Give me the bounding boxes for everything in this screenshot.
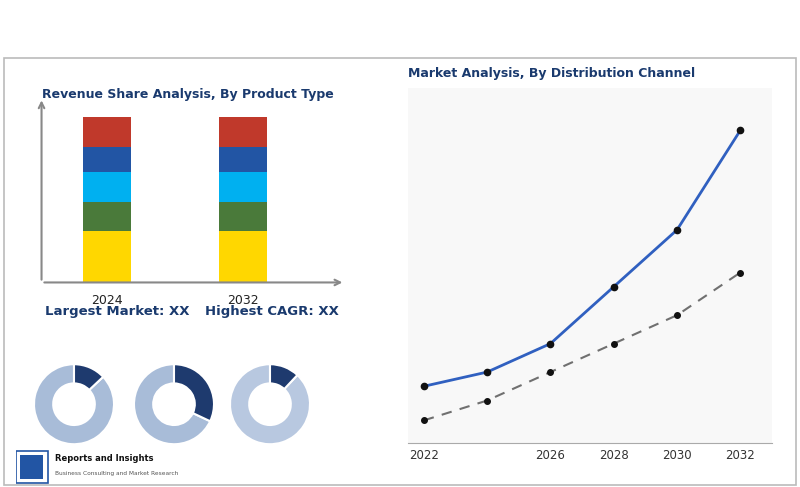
Text: Highest CAGR: XX: Highest CAGR: XX xyxy=(205,305,338,318)
Bar xyxy=(83,147,130,172)
Text: Business Consulting and Market Research: Business Consulting and Market Research xyxy=(54,471,178,476)
Wedge shape xyxy=(74,364,103,390)
Text: 2024: 2024 xyxy=(91,294,122,307)
Text: Market Analysis, By Distribution Channel: Market Analysis, By Distribution Channel xyxy=(408,67,695,79)
Bar xyxy=(83,172,130,202)
Wedge shape xyxy=(174,364,214,421)
Wedge shape xyxy=(34,364,114,444)
Bar xyxy=(83,202,130,231)
Bar xyxy=(83,117,130,147)
FancyBboxPatch shape xyxy=(19,455,43,479)
Text: GLOBAL HANDHELD BARCODE SCANNER MARKET SEGMENT ANALYSIS: GLOBAL HANDHELD BARCODE SCANNER MARKET S… xyxy=(12,21,586,37)
FancyBboxPatch shape xyxy=(16,450,48,483)
Text: Reports and Insights: Reports and Insights xyxy=(54,454,154,463)
Text: 2032: 2032 xyxy=(227,294,259,307)
Bar xyxy=(219,202,267,231)
Bar xyxy=(219,147,267,172)
Bar xyxy=(219,172,267,202)
Text: Largest Market: XX: Largest Market: XX xyxy=(45,305,190,318)
Bar xyxy=(219,117,267,147)
Wedge shape xyxy=(270,364,298,389)
Text: Revenue Share Analysis, By Product Type: Revenue Share Analysis, By Product Type xyxy=(42,88,334,101)
Bar xyxy=(83,231,130,282)
Wedge shape xyxy=(230,364,310,444)
Bar xyxy=(219,231,267,282)
Wedge shape xyxy=(134,364,210,444)
